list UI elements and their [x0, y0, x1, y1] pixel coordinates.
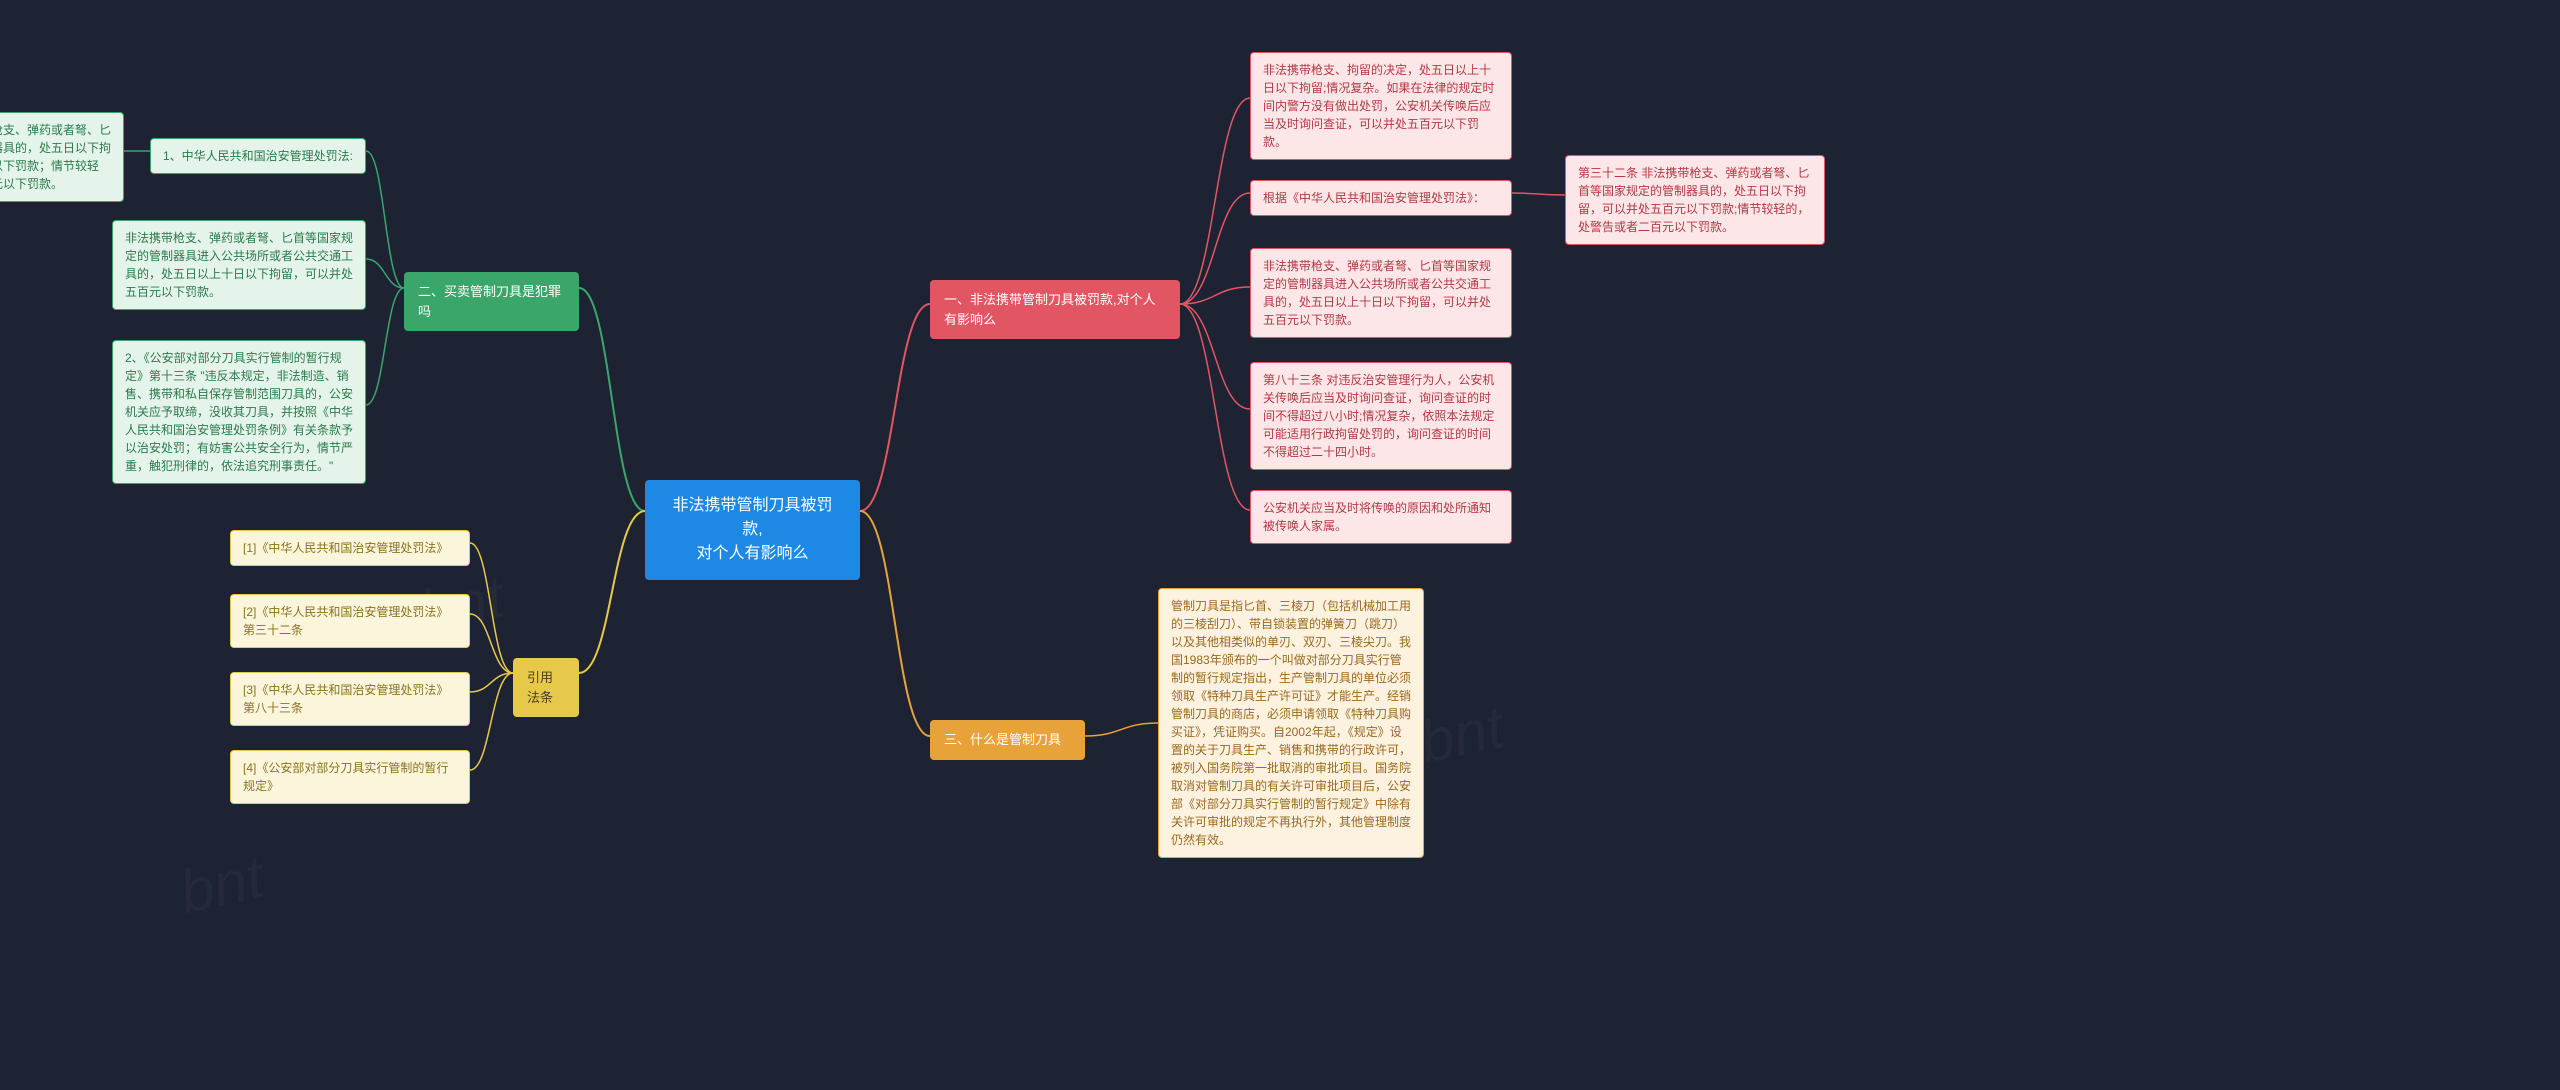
- leaf-l1-2: 2、《公安部对部分刀具实行管制的暂行规定》第十三条 "违反本规定，非法制造、销售…: [112, 340, 366, 484]
- branch-left-2[interactable]: 引用法条: [513, 658, 579, 717]
- leaf-r1-4: 公安机关应当及时将传唤的原因和处所通知被传唤人家属。: [1250, 490, 1512, 544]
- leaf-r1-1-sub: 第三十二条 非法携带枪支、弹药或者弩、匕首等国家规定的管制器具的，处五日以下拘留…: [1565, 155, 1825, 245]
- leaf-r1-1: 根据《中华人民共和国治安管理处罚法》：: [1250, 180, 1512, 216]
- branch-right-2[interactable]: 三、什么是管制刀具: [930, 720, 1085, 760]
- leaf-r2-0: 管制刀具是指匕首、三棱刀（包括机械加工用的三棱刮刀）、带自锁装置的弹簧刀（跳刀）…: [1158, 588, 1424, 858]
- leaf-r1-2: 非法携带枪支、弹药或者弩、匕首等国家规定的管制器具进入公共场所或者公共交通工具的…: [1250, 248, 1512, 338]
- leaf-l1-0: 1、中华人民共和国治安管理处罚法:: [150, 138, 366, 174]
- leaf-l2-2: [3]《中华人民共和国治安管理处罚法》第八十三条: [230, 672, 470, 726]
- root-node[interactable]: 非法携带管制刀具被罚款,对个人有影响么: [645, 480, 860, 580]
- watermark: bnt: [174, 842, 270, 927]
- leaf-l1-1: 非法携带枪支、弹药或者弩、匕首等国家规定的管制器具进入公共场所或者公共交通工具的…: [112, 220, 366, 310]
- leaf-l2-3: [4]《公安部对部分刀具实行管制的暂行规定》: [230, 750, 470, 804]
- leaf-r1-0: 非法携带枪支、拘留的决定，处五日以上十日以下拘留;情况复杂。如果在法律的规定时间…: [1250, 52, 1512, 160]
- branch-right-1[interactable]: 一、非法携带管制刀具被罚款,对个人有影响么: [930, 280, 1180, 339]
- leaf-r1-3: 第八十三条 对违反治安管理行为人，公安机关传唤后应当及时询问查证，询问查证的时间…: [1250, 362, 1512, 470]
- branch-left-1[interactable]: 二、买卖管制刀具是犯罪吗: [404, 272, 579, 331]
- leaf-l2-0: [1]《中华人民共和国治安管理处罚法》: [230, 530, 470, 566]
- leaf-l2-1: [2]《中华人民共和国治安管理处罚法》第三十二条: [230, 594, 470, 648]
- watermark: bnt: [1414, 692, 1510, 777]
- leaf-l1-0-sub: 第三十二条非法携带枪支、弹药或者弩、匕首等国家规定的管制器具的，处五日以下拘留，…: [0, 112, 124, 202]
